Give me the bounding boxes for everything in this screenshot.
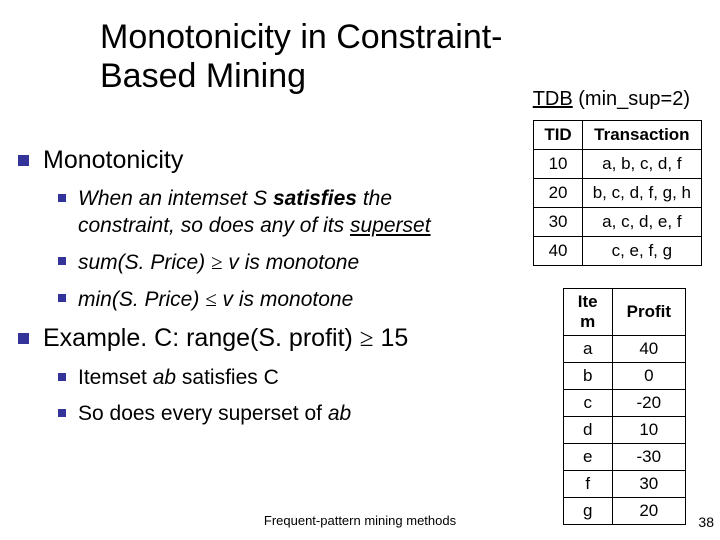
- col-transaction: Transaction: [582, 121, 701, 150]
- table-cell: 20: [534, 179, 582, 208]
- sub-bullet-ab: Itemset ab satisfies C: [58, 365, 488, 391]
- tdb-caption: TDB (min_sup=2): [533, 88, 690, 111]
- col-profit: Profit: [612, 289, 685, 336]
- table-cell: e: [563, 444, 612, 471]
- table-cell: 10: [612, 417, 685, 444]
- square-bullet-icon: [58, 409, 66, 417]
- slide-title: Monotonicity in Constraint- Based Mining: [100, 18, 503, 96]
- table-row: 30a, c, d, e, f: [534, 208, 702, 237]
- bullet-example: Example. C: range(S. profit) ≥ 15 Itemse…: [18, 323, 488, 427]
- table-cell: f: [563, 471, 612, 498]
- sub-bullet-text: When an intemset S satisfies the constra…: [78, 186, 488, 239]
- square-bullet-icon: [18, 333, 29, 344]
- table-row: 20b, c, d, f, g, h: [534, 179, 702, 208]
- square-bullet-icon: [18, 155, 29, 166]
- table-row: d10: [563, 417, 685, 444]
- table-cell: 40: [612, 336, 685, 363]
- table-cell: 40: [534, 237, 582, 266]
- sub-bullet-sum: sum(S. Price) ≥ v is monotone: [58, 249, 488, 276]
- sub-bullet-definition: When an intemset S satisfies the constra…: [58, 186, 488, 239]
- table-row: a40: [563, 336, 685, 363]
- table-row: 40c, e, f, g: [534, 237, 702, 266]
- table-cell: -20: [612, 390, 685, 417]
- table-cell: b, c, d, f, g, h: [582, 179, 701, 208]
- table-cell: a, b, c, d, f: [582, 150, 701, 179]
- square-bullet-icon: [58, 257, 66, 265]
- table-row: c-20: [563, 390, 685, 417]
- sub-bullet-text: So does every superset of ab: [78, 401, 351, 427]
- table-cell: a: [563, 336, 612, 363]
- col-item: Ite m: [563, 289, 612, 336]
- col-tid: TID: [534, 121, 582, 150]
- table-cell: c: [563, 390, 612, 417]
- table-row: f30: [563, 471, 685, 498]
- footer-text: Frequent-pattern mining methods: [0, 513, 720, 528]
- table-cell: a, c, d, e, f: [582, 208, 701, 237]
- sub-bullet-text: min(S. Price) ≤ v is monotone: [78, 286, 353, 313]
- table-row: e-30: [563, 444, 685, 471]
- page-number: 38: [698, 514, 714, 530]
- table-cell: 0: [612, 363, 685, 390]
- table-cell: 10: [534, 150, 582, 179]
- content-area: Monotonicity When an intemset S satisfie…: [18, 145, 488, 433]
- table-header-row: TID Transaction: [534, 121, 702, 150]
- table-cell: b: [563, 363, 612, 390]
- table-cell: 30: [612, 471, 685, 498]
- table-cell: -30: [612, 444, 685, 471]
- sub-bullet-text: sum(S. Price) ≥ v is monotone: [78, 249, 359, 276]
- square-bullet-icon: [58, 373, 66, 381]
- square-bullet-icon: [58, 294, 66, 302]
- sub-bullet-min: min(S. Price) ≤ v is monotone: [58, 286, 488, 313]
- table-row: b0: [563, 363, 685, 390]
- table-cell: 30: [534, 208, 582, 237]
- tdb-detail: (min_sup=2): [573, 88, 690, 110]
- title-line2: Based Mining: [100, 57, 306, 95]
- table-header-row: Ite m Profit: [563, 289, 685, 336]
- square-bullet-icon: [58, 194, 66, 202]
- tdb-underline: TDB: [533, 88, 573, 110]
- bullet-text: Monotonicity: [43, 145, 183, 176]
- sub-bullet-text: Itemset ab satisfies C: [78, 365, 279, 391]
- title-line1: Monotonicity in Constraint-: [100, 18, 503, 56]
- table-cell: d: [563, 417, 612, 444]
- table-cell: c, e, f, g: [582, 237, 701, 266]
- sub-bullet-superset: So does every superset of ab: [58, 401, 488, 427]
- table-row: 10a, b, c, d, f: [534, 150, 702, 179]
- bullet-monotonicity: Monotonicity When an intemset S satisfie…: [18, 145, 488, 313]
- profit-table: Ite m Profit a40b0c-20d10e-30f30g20: [563, 288, 686, 525]
- transaction-table: TID Transaction 10a, b, c, d, f20b, c, d…: [533, 120, 702, 266]
- bullet-text: Example. C: range(S. profit) ≥ 15: [43, 323, 408, 354]
